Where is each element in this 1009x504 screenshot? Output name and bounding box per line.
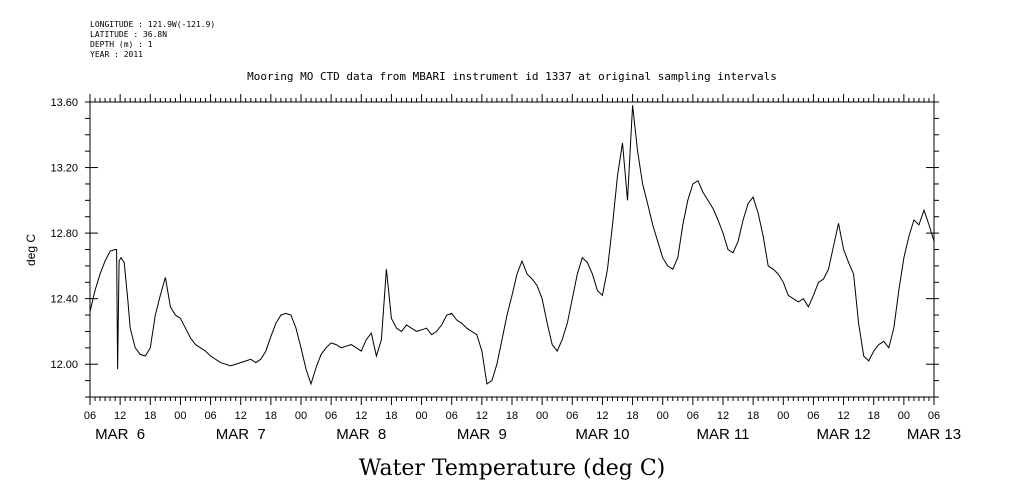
x-hour-label: 12 xyxy=(837,410,849,422)
x-day-label: MAR 7 xyxy=(216,426,266,443)
x-hour-label: 06 xyxy=(446,410,458,422)
x-hour-label: 12 xyxy=(114,410,126,422)
depth-text: DEPTH (m) : 1 xyxy=(90,40,153,49)
x-hour-label: 06 xyxy=(566,410,578,422)
year-text: YEAR : 2011 xyxy=(90,50,143,59)
x-hour-label: 18 xyxy=(868,410,880,422)
x-hour-label: 06 xyxy=(928,410,940,422)
longitude-text: LONGITUDE : 121.9W(-121.9) xyxy=(90,20,216,29)
x-day-label: MAR 13 xyxy=(907,426,961,443)
y-tick-label: 13.60 xyxy=(50,97,78,109)
x-hour-label: 06 xyxy=(204,410,216,422)
x-hour-label: 00 xyxy=(536,410,548,422)
x-day-label: MAR 11 xyxy=(696,426,749,443)
x-day-label: MAR 9 xyxy=(457,426,507,443)
y-tick-label: 13.20 xyxy=(50,163,78,175)
x-hour-label: 18 xyxy=(144,410,156,422)
x-hour-label: 06 xyxy=(84,410,96,422)
x-day-label: MAR 6 xyxy=(95,426,145,443)
x-day-label: MAR 10 xyxy=(575,426,629,443)
x-hour-label: 00 xyxy=(174,410,186,422)
x-hour-label: 00 xyxy=(415,410,427,422)
x-hour-label: 12 xyxy=(717,410,729,422)
x-axis: 06 12 18 00 06 12 18 00 06 12 18 00 06 12 18 00 06 12 18 00… xyxy=(84,94,961,443)
y-tick-label: 12.40 xyxy=(50,294,78,306)
x-hour-label: 12 xyxy=(235,410,247,422)
x-hour-label: 00 xyxy=(898,410,910,422)
x-hour-label: 12 xyxy=(596,410,608,422)
x-hour-label: 00 xyxy=(777,410,789,422)
x-hour-label: 18 xyxy=(747,410,759,422)
x-hour-label: 06 xyxy=(807,410,819,422)
metadata-block: LONGITUDE : 121.9W(-121.9) LATITUDE : 36… xyxy=(90,20,215,60)
x-hour-label: 12 xyxy=(476,410,488,422)
x-axis-label: Water Temperature (deg C) xyxy=(359,456,666,481)
plot-frame xyxy=(89,101,935,398)
x-hour-label: 18 xyxy=(626,410,638,422)
y-tick-label: 12.00 xyxy=(50,359,78,371)
x-day-label: MAR 12 xyxy=(816,426,870,443)
temperature-series-line xyxy=(89,105,935,386)
x-hour-label: 18 xyxy=(506,410,518,422)
latitude-text: LATITUDE : 36.8N xyxy=(90,30,168,39)
x-hour-label: 06 xyxy=(325,410,337,422)
x-hour-label: 18 xyxy=(385,410,397,422)
x-hour-label: 12 xyxy=(355,410,367,422)
chart-title: Mooring MO CTD data from MBARI instrumen… xyxy=(247,70,777,83)
x-hour-label: 18 xyxy=(265,410,277,422)
y-axis: 12.00 12.40 12.80 13.20 13.60 xyxy=(50,97,939,398)
x-hour-label: 06 xyxy=(687,410,699,422)
x-hour-label: 00 xyxy=(657,410,669,422)
x-day-label: MAR 8 xyxy=(336,426,386,443)
y-tick-label: 12.80 xyxy=(50,228,78,240)
x-hour-label: 00 xyxy=(295,410,307,422)
y-axis-label: deg C xyxy=(24,234,38,266)
